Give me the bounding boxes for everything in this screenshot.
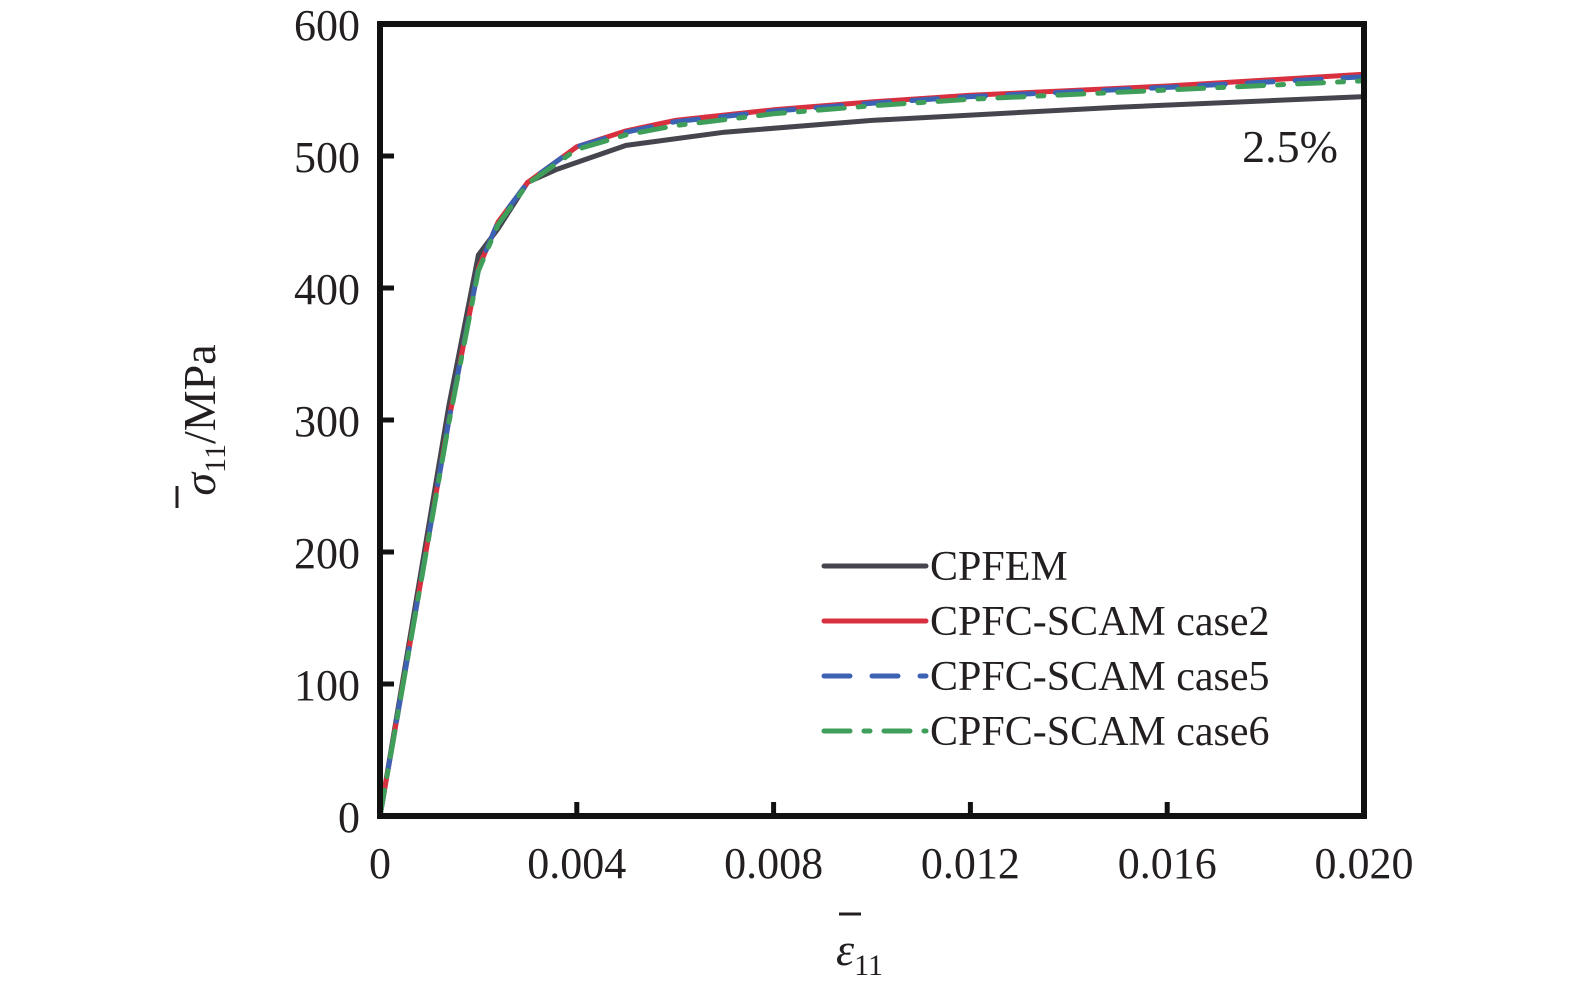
y-label-subscript: 11	[199, 444, 232, 473]
y-tick-label: 100	[294, 661, 360, 710]
y-tick-label: 200	[294, 529, 360, 578]
x-tick-label: 0.012	[921, 839, 1020, 888]
x-tick-label: 0	[369, 839, 391, 888]
series-line-cpfc-scam-case2	[377, 71, 1367, 819]
legend-label: CPFC-SCAM case2	[930, 599, 1270, 645]
legend-label: CPFEM	[930, 544, 1068, 590]
legend-label: CPFC-SCAM case6	[930, 709, 1270, 755]
legend-item: CPFEM	[821, 544, 1068, 590]
legend-item: CPFC-SCAM case5	[821, 654, 1270, 700]
legend: CPFEM CPFC-SCAM case2 CPFC-SCAM case5 CPFC-…	[821, 544, 1270, 755]
x-tick-label: 0.008	[724, 839, 823, 888]
x-label-symbol: ε	[836, 924, 855, 975]
x-axis-label: ε11	[836, 912, 883, 982]
legend-item: CPFC-SCAM case2	[821, 599, 1270, 645]
y-tick-label: 300	[294, 397, 360, 446]
legend-item: CPFC-SCAM case6	[821, 709, 1270, 755]
series-layer	[377, 71, 1367, 819]
x-label-subscript: 11	[854, 949, 883, 982]
series-line-cpfem	[377, 94, 1367, 819]
svg-text:ε11: ε11	[836, 924, 883, 982]
y-tick-label: 0	[338, 793, 360, 842]
ticks-layer: 0 0.004 0.008 0.012 0.016 0.020 0 100 200 300 400 5…	[294, 1, 1414, 888]
y-axis-label: σ11/MPa	[174, 344, 232, 508]
x-tick-label: 0.020	[1315, 839, 1414, 888]
y-tick-label: 600	[294, 1, 360, 50]
x-tick-label: 0.016	[1118, 839, 1217, 888]
x-tick-label: 0.004	[527, 839, 626, 888]
legend-label: CPFC-SCAM case5	[930, 654, 1270, 700]
y-tick-label: 400	[294, 265, 360, 314]
series-line-cpfc-scam-case6	[377, 78, 1367, 819]
y-label-symbol: σ	[174, 471, 225, 496]
y-label-unit: /MPa	[174, 344, 225, 444]
y-tick-label: 500	[294, 133, 360, 182]
series-line-cpfc-scam-case5	[377, 74, 1367, 819]
annotation-label: 2.5%	[1242, 121, 1338, 172]
svg-text:σ11/MPa: σ11/MPa	[174, 344, 232, 495]
